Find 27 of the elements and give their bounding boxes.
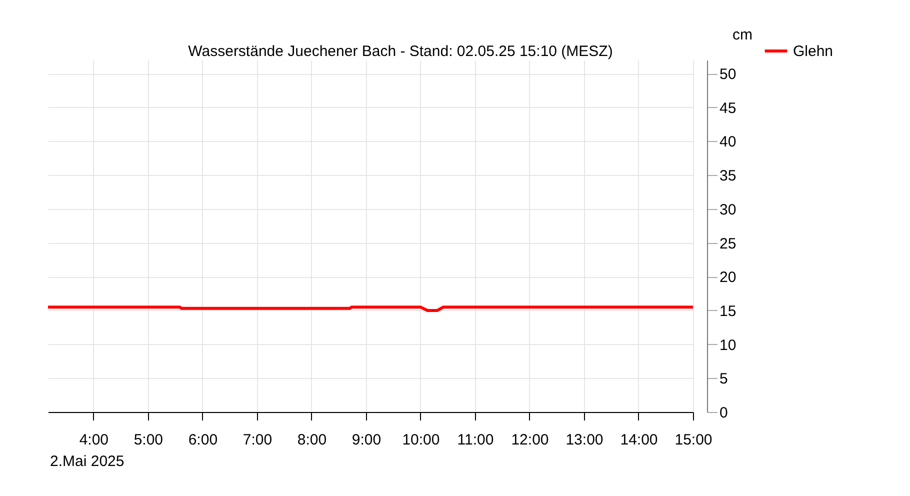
x-tick-label: 7:00	[242, 432, 272, 448]
x-tick-label: 8:00	[297, 432, 327, 448]
y-tick-label: 45	[720, 100, 736, 117]
x-tick-label: 11:00	[457, 432, 494, 448]
y-tick-label: 35	[720, 168, 736, 185]
x-tick-label: 6:00	[188, 432, 218, 448]
y-tick-label: 50	[720, 66, 736, 84]
x-tick-label: 14:00	[620, 432, 658, 448]
y-tick-label: 25	[720, 235, 736, 252]
y-tick-label: 15	[720, 302, 736, 320]
y-axis-title: cm	[732, 26, 752, 44]
y-tick-label: 10	[720, 336, 736, 354]
x-tick-label: 5:00	[134, 432, 164, 448]
chart-title: Wasserstände Juechener Bach - Stand: 02.05.25 15:10 (MESZ)	[188, 43, 613, 60]
x-tick-label: 10:00	[402, 432, 440, 448]
text: 2.Mai 2025	[50, 453, 124, 470]
y-tick-label: 5	[720, 370, 728, 388]
legend-label: Glehn	[793, 43, 834, 60]
x-tick-label: 13:00	[566, 432, 604, 448]
x-tick-label: 12:00	[511, 432, 549, 448]
y-tick-label: 40	[720, 134, 736, 151]
x-tick-label: 9:00	[352, 432, 382, 448]
y-tick-label: 30	[720, 201, 736, 218]
x-tick-label: 4:00	[79, 432, 109, 448]
y-tick-label: 0	[720, 404, 728, 422]
x-tick-label: 15:00	[674, 432, 712, 448]
y-tick-label: 20	[720, 269, 736, 286]
